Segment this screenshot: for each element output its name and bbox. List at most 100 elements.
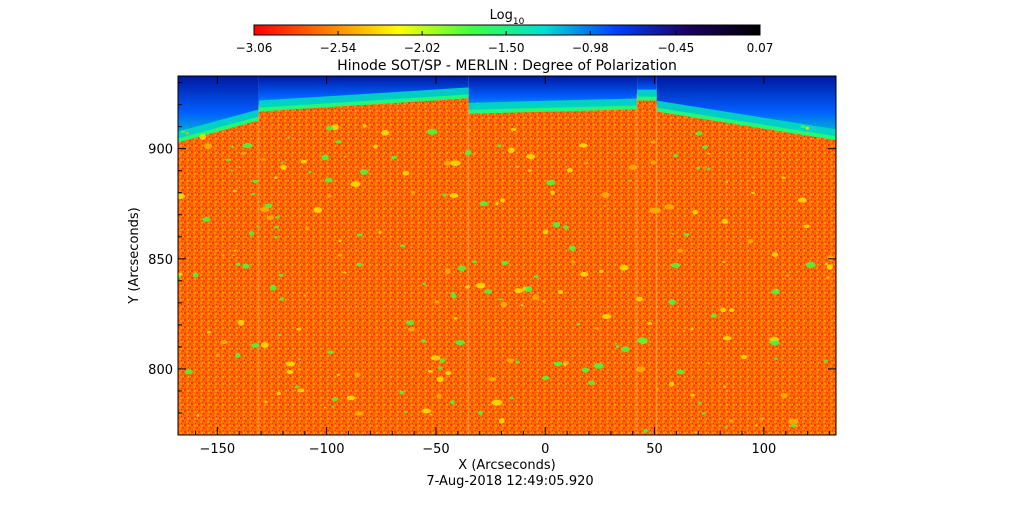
network-patch — [722, 336, 732, 341]
disk-texture — [468, 109, 638, 435]
network-patch — [405, 320, 415, 326]
network-patch — [411, 190, 416, 195]
network-patch — [178, 193, 186, 200]
disk-texture — [656, 111, 836, 435]
network-patch — [279, 297, 284, 302]
network-patch — [264, 203, 273, 209]
network-patch — [507, 147, 515, 154]
network-patch — [331, 405, 334, 408]
colorbar-tick-label: −2.54 — [320, 41, 357, 55]
network-patch — [677, 248, 684, 253]
network-patch — [827, 255, 834, 261]
disk-texture — [178, 120, 259, 435]
colorbar-bar — [253, 24, 761, 36]
network-patch — [707, 152, 711, 155]
raster-strip — [178, 76, 259, 435]
network-patch — [576, 323, 580, 326]
network-patch — [453, 316, 458, 320]
limb-edge — [656, 107, 836, 142]
network-patch — [527, 169, 532, 172]
colorbar-tick-label: 0.07 — [747, 41, 774, 55]
network-patch — [706, 167, 711, 171]
network-patch — [450, 160, 461, 166]
network-patch — [259, 207, 270, 213]
network-patch — [422, 282, 426, 286]
network-patch — [637, 337, 648, 344]
network-patch — [472, 260, 477, 264]
x-axis-label: X (Arcseconds) — [458, 458, 555, 473]
network-patch — [305, 226, 309, 231]
network-patch — [650, 160, 656, 165]
network-patches — [178, 124, 834, 434]
network-patch — [805, 126, 810, 130]
raster-strip — [468, 76, 638, 435]
network-patch — [629, 179, 632, 182]
network-patch — [546, 179, 556, 186]
network-patch — [327, 194, 332, 198]
network-patch — [771, 252, 779, 257]
network-patch — [325, 126, 334, 131]
network-patch — [614, 342, 618, 345]
network-patch — [696, 167, 701, 170]
network-patch — [515, 165, 519, 169]
network-patch — [690, 328, 694, 331]
y-axis-label: Y (Arcseconds) — [127, 207, 142, 304]
network-patch — [296, 327, 302, 331]
network-patch — [260, 342, 269, 348]
network-patch — [499, 198, 505, 203]
network-patch — [232, 189, 237, 193]
network-patch — [231, 145, 234, 149]
network-patch — [464, 149, 472, 156]
network-patch — [500, 301, 508, 308]
network-patch — [524, 286, 533, 293]
network-patch — [567, 168, 573, 173]
network-patch — [399, 390, 405, 395]
network-patch — [599, 269, 604, 273]
colorbar-label-base: Log — [490, 8, 513, 23]
network-patch — [491, 399, 503, 406]
network-patch — [324, 177, 333, 183]
network-patch — [407, 327, 415, 332]
network-patch — [603, 204, 607, 208]
plot-area — [178, 76, 836, 435]
network-patch — [593, 363, 604, 369]
network-patch — [788, 418, 799, 425]
network-patch — [240, 151, 247, 155]
network-patch — [656, 388, 659, 390]
network-patch — [444, 268, 451, 275]
x-tick-label: −100 — [309, 442, 345, 457]
network-patch — [581, 367, 590, 373]
network-patch — [774, 357, 778, 360]
network-patch — [751, 176, 755, 179]
network-patch — [274, 235, 278, 239]
network-patch — [381, 129, 390, 136]
network-patch — [297, 368, 301, 371]
colorbar-tick-label: −2.02 — [404, 41, 441, 55]
network-patch — [510, 128, 517, 132]
network-patch — [570, 260, 576, 264]
network-patch — [499, 298, 503, 301]
network-patch — [359, 169, 369, 175]
network-patch — [235, 353, 241, 358]
network-patch — [702, 166, 707, 169]
network-patch — [280, 164, 287, 170]
network-patch — [178, 272, 183, 276]
x-tick-label: 100 — [751, 442, 776, 457]
network-patch — [780, 392, 788, 399]
network-patch — [526, 154, 536, 160]
network-patch — [825, 262, 829, 266]
network-patch — [437, 366, 443, 370]
network-patch — [826, 264, 833, 270]
network-patch — [335, 140, 342, 144]
network-patch — [601, 192, 610, 198]
network-patch — [542, 375, 550, 380]
network-patch — [722, 261, 726, 264]
network-patch — [550, 190, 555, 195]
network-patch — [532, 294, 540, 300]
y-axis: 800 850 900 — [148, 82, 836, 414]
network-patch — [690, 393, 695, 397]
network-patch — [475, 282, 486, 289]
network-patch — [725, 180, 729, 184]
network-patch — [694, 431, 698, 434]
